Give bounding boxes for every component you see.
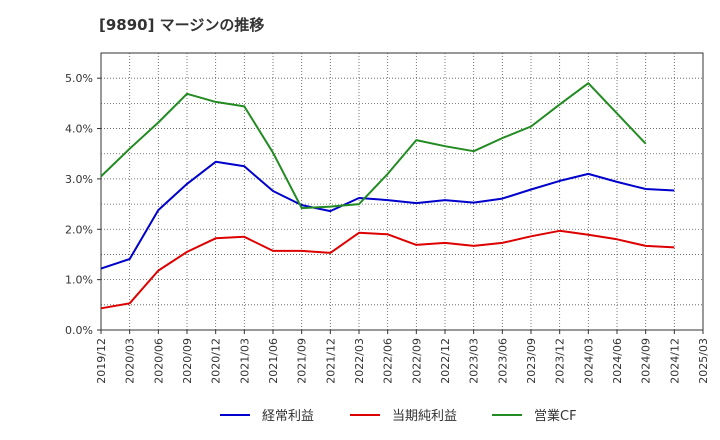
- x-tick-label: 2021/03: [238, 338, 251, 384]
- series-line-3: [100, 82, 647, 210]
- series-lines: [100, 82, 675, 310]
- y-tick-label: 1.0%: [65, 274, 93, 287]
- legend-label: 経常利益: [262, 409, 314, 424]
- series-line-2: [100, 229, 675, 310]
- x-tick-label: 2022/06: [382, 338, 395, 384]
- series-line-1: [100, 160, 675, 270]
- chart-title: [9890] マージンの推移: [99, 16, 265, 34]
- x-tick-label: 2023/09: [525, 338, 538, 384]
- x-tick-label: 2024/09: [640, 338, 653, 384]
- x-tick-label: 2022/12: [439, 338, 452, 384]
- x-tick-label: 2024/03: [582, 338, 595, 384]
- x-tick-label: 2022/09: [410, 338, 423, 384]
- x-tick-label: 2023/03: [468, 338, 481, 384]
- x-tick-label: 2023/12: [554, 338, 567, 384]
- y-tick-label: 0.0%: [65, 324, 93, 337]
- y-tick-label: 3.0%: [65, 173, 93, 186]
- x-tick-label: 2020/09: [181, 338, 194, 384]
- plot-frame: [100, 52, 704, 331]
- axes: 0.0% 1.0% 2.0% 3.0% 4.0% 5.0% 2019/12 2020/03 20…: [65, 52, 710, 384]
- x-tick-label: 2022/03: [353, 338, 366, 384]
- x-tick-label: 2020/12: [210, 338, 223, 384]
- x-tick-label: 2020/06: [152, 338, 165, 384]
- legend: 経常利益 当期純利益 営業CF: [220, 408, 577, 424]
- x-tick-label: 2024/06: [611, 338, 624, 384]
- x-tick-label: 2024/12: [668, 338, 681, 384]
- x-tick-label: 2025/03: [697, 338, 710, 384]
- x-tick-label: 2021/06: [267, 338, 280, 384]
- legend-label: 営業CF: [534, 408, 577, 424]
- y-tick-label: 4.0%: [65, 123, 93, 136]
- x-tick-label: 2019/12: [95, 338, 108, 384]
- x-tick-label: 2023/06: [496, 338, 509, 384]
- y-tick-label: 2.0%: [65, 223, 93, 236]
- y-tick-label: 5.0%: [65, 72, 93, 85]
- x-tick-label: 2021/09: [296, 338, 309, 384]
- x-tick-label: 2021/12: [324, 338, 337, 384]
- x-tick-label: 2020/03: [124, 338, 137, 384]
- legend-label: 当期純利益: [392, 409, 457, 424]
